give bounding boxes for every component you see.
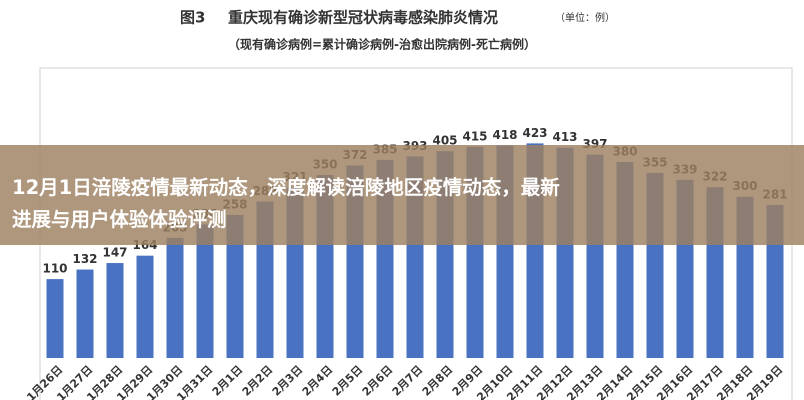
unit: （单位：例）: [555, 11, 615, 24]
chart-title: 重庆现有确诊新型冠状病毒感染肺炎情况: [228, 9, 498, 27]
headline-line: 12月1日涪陵疫情最新动态，深度解读涪陵地区疫情动态，最新: [12, 176, 560, 199]
bar: [226, 214, 244, 358]
bar: [196, 224, 214, 358]
data-label: 405: [432, 134, 457, 148]
bar: [166, 237, 184, 358]
data-label: 132: [72, 252, 97, 266]
data-label: 413: [552, 130, 577, 144]
headline-line: 进展与用户体验体验评测: [12, 208, 227, 231]
bar: [136, 255, 154, 358]
bar: [106, 263, 124, 358]
bar: [76, 269, 94, 358]
figure-label: 图3: [180, 9, 205, 27]
data-label: 415: [462, 129, 487, 143]
headline-banner: 12月1日涪陵疫情最新动态，深度解读涪陵地区疫情动态，最新 进展与用户体验体验评…: [0, 145, 804, 245]
data-label: 423: [522, 126, 547, 140]
subtitle: （现有确诊病例=累计确诊病例-治愈出院病例-死亡病例）: [228, 37, 536, 52]
bar: [46, 279, 64, 358]
data-label: 418: [492, 128, 517, 142]
data-label: 147: [102, 246, 127, 260]
data-label: 110: [42, 262, 67, 276]
